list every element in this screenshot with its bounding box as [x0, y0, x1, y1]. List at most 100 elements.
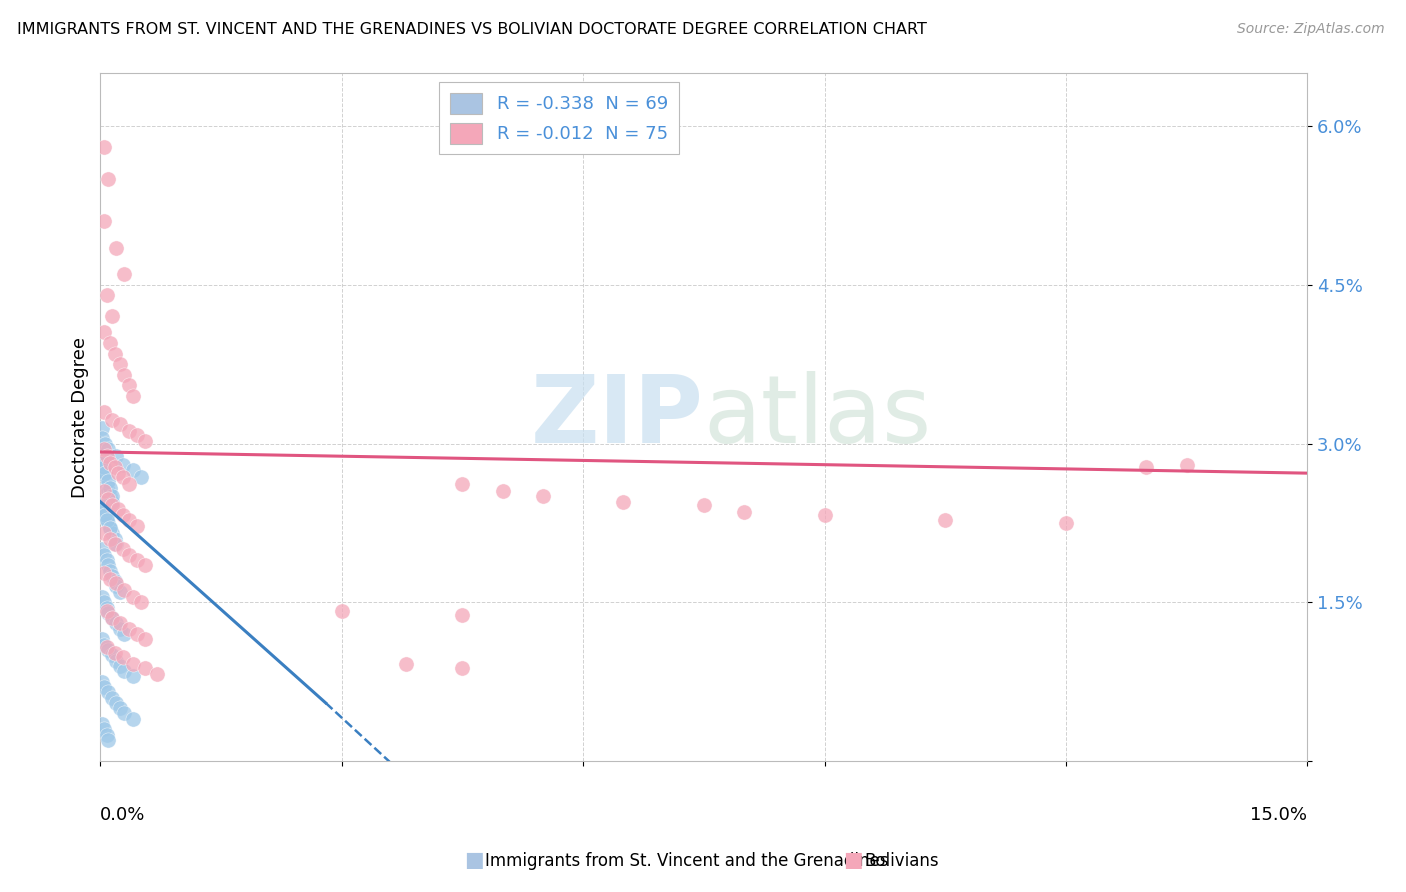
Legend: R = -0.338  N = 69, R = -0.012  N = 75: R = -0.338 N = 69, R = -0.012 N = 75 — [439, 82, 679, 154]
Point — [111, 542, 134, 557]
Point — [451, 607, 474, 622]
Point — [91, 494, 114, 508]
Point — [125, 553, 148, 567]
Text: 15.0%: 15.0% — [1250, 805, 1308, 823]
Point — [451, 661, 474, 675]
Point — [1175, 458, 1198, 472]
Text: ZIP: ZIP — [531, 371, 704, 463]
Point — [96, 288, 118, 302]
Point — [121, 712, 143, 726]
Point — [114, 706, 136, 721]
Point — [97, 516, 120, 530]
Point — [101, 569, 124, 583]
Point — [96, 728, 118, 742]
Point — [97, 474, 120, 488]
Text: Immigrants from St. Vincent and the Grenadines: Immigrants from St. Vincent and the Gren… — [485, 852, 889, 870]
Point — [101, 526, 124, 541]
Point — [91, 431, 114, 445]
Point — [105, 576, 128, 591]
Point — [125, 428, 148, 442]
Point — [98, 481, 121, 495]
Point — [114, 368, 136, 382]
Point — [96, 600, 118, 615]
Point — [104, 646, 127, 660]
Point — [492, 484, 515, 499]
Point — [101, 690, 124, 705]
Point — [98, 532, 121, 546]
Point — [110, 584, 132, 599]
Point — [93, 452, 115, 467]
Point — [121, 463, 143, 477]
Point — [91, 674, 114, 689]
Point — [612, 494, 634, 508]
Point — [114, 664, 136, 678]
Point — [97, 442, 120, 456]
Point — [96, 449, 118, 463]
Point — [91, 632, 114, 647]
Point — [105, 241, 128, 255]
Point — [134, 558, 156, 573]
Point — [117, 513, 139, 527]
Point — [111, 508, 134, 523]
Point — [110, 616, 132, 631]
Point — [93, 638, 115, 652]
Point — [96, 640, 118, 654]
Point — [101, 611, 124, 625]
Point — [110, 417, 132, 432]
Point — [125, 627, 148, 641]
Point — [134, 661, 156, 675]
Point — [117, 548, 139, 562]
Point — [98, 335, 121, 350]
Point — [693, 498, 716, 512]
Text: atlas: atlas — [704, 371, 932, 463]
Point — [91, 420, 114, 434]
Point — [104, 574, 127, 588]
Point — [121, 657, 143, 671]
Point — [97, 171, 120, 186]
Point — [395, 657, 418, 671]
Point — [98, 521, 121, 535]
Point — [98, 564, 121, 578]
Point — [114, 627, 136, 641]
Point — [98, 490, 121, 504]
Point — [121, 590, 143, 604]
Point — [111, 650, 134, 665]
Point — [114, 267, 136, 281]
Point — [97, 606, 120, 620]
Point — [451, 476, 474, 491]
Point — [330, 604, 353, 618]
Point — [93, 405, 115, 419]
Point — [91, 500, 114, 514]
Point — [101, 611, 124, 625]
Point — [104, 346, 127, 360]
Text: 0.0%: 0.0% — [100, 805, 146, 823]
Point — [96, 510, 118, 524]
Point — [91, 542, 114, 557]
Point — [94, 468, 117, 483]
Point — [129, 470, 152, 484]
Point — [121, 669, 143, 683]
Point — [93, 505, 115, 519]
Point — [1054, 516, 1077, 530]
Point — [91, 456, 114, 470]
Point — [96, 479, 118, 493]
Point — [93, 723, 115, 737]
Text: Bolivians: Bolivians — [865, 852, 939, 870]
Point — [110, 357, 132, 371]
Point — [105, 616, 128, 631]
Point — [1135, 459, 1157, 474]
Point — [934, 513, 956, 527]
Point — [96, 604, 118, 618]
Point — [93, 214, 115, 228]
Point — [121, 389, 143, 403]
Point — [117, 424, 139, 438]
Point — [94, 466, 117, 480]
Point — [104, 459, 127, 474]
Point — [93, 526, 115, 541]
Point — [104, 532, 127, 546]
Point — [96, 553, 118, 567]
Point — [117, 476, 139, 491]
Point — [98, 572, 121, 586]
Point — [134, 434, 156, 449]
Point — [93, 442, 115, 456]
